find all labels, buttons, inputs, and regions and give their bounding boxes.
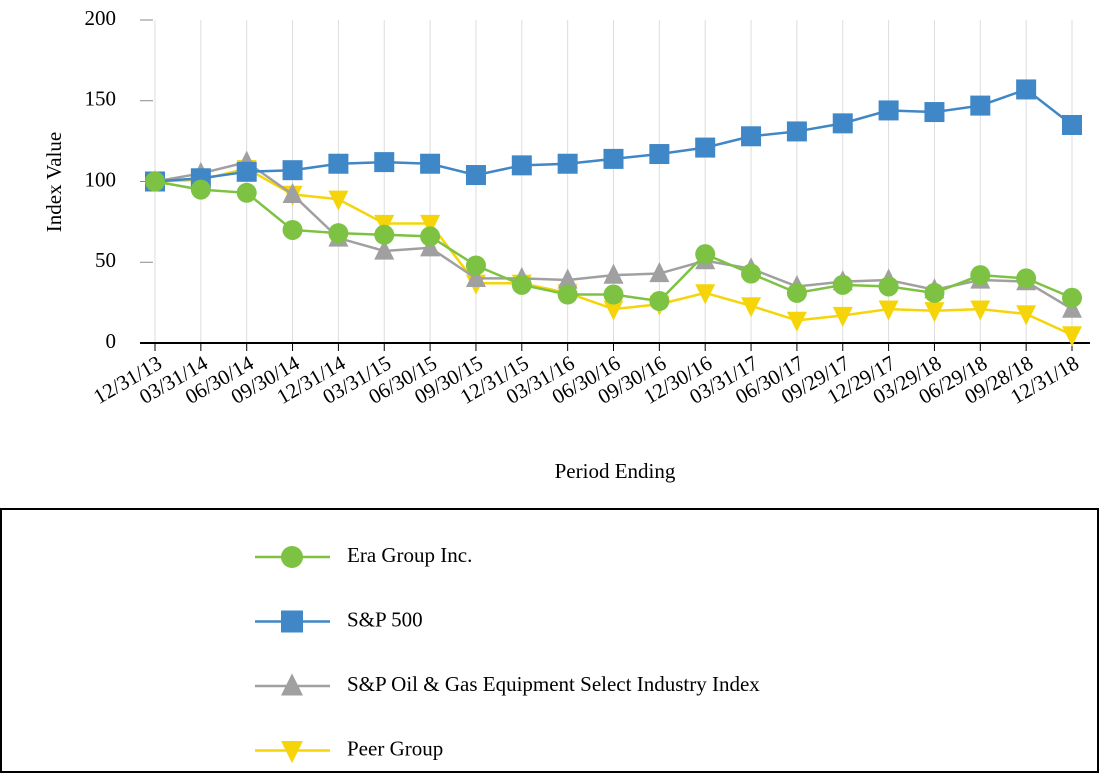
point [420, 226, 441, 247]
point [374, 152, 395, 173]
point [465, 266, 486, 288]
point [374, 224, 395, 245]
point [328, 190, 349, 211]
legend-label: S&P Oil & Gas Equipment Select Industry … [347, 672, 760, 696]
y-axis-title: Index Value [42, 132, 66, 233]
point [374, 239, 395, 260]
point [970, 265, 991, 286]
legend-label: S&P 500 [347, 607, 423, 631]
point [741, 297, 762, 318]
point [1062, 326, 1082, 347]
point [741, 263, 762, 284]
point [1062, 114, 1082, 135]
legend-label: Peer Group [347, 736, 443, 760]
point [924, 302, 945, 323]
point [741, 126, 762, 147]
y-tick-label: 0 [106, 329, 117, 353]
y-tick-label: 150 [85, 87, 117, 111]
legend-label: Era Group Inc. [347, 543, 472, 567]
point [649, 144, 670, 165]
point [282, 219, 303, 240]
point [695, 137, 716, 158]
point [832, 113, 853, 134]
point [511, 155, 532, 176]
point [786, 311, 807, 332]
point [832, 274, 853, 295]
point [603, 284, 624, 305]
point [420, 214, 441, 235]
point [878, 276, 899, 297]
point [557, 268, 578, 289]
point [649, 291, 670, 312]
point [1016, 79, 1037, 100]
point [878, 100, 899, 121]
point [282, 160, 303, 181]
point [236, 182, 257, 203]
point [878, 300, 899, 321]
point [328, 223, 349, 244]
point [145, 171, 165, 192]
point [603, 148, 624, 169]
legend-box [0, 508, 1099, 773]
point [786, 282, 807, 303]
point [420, 153, 441, 174]
point [1016, 268, 1037, 289]
x-axis-title: Period Ending [555, 459, 676, 483]
legend-marker [281, 610, 303, 633]
point [603, 263, 624, 284]
point [328, 153, 349, 174]
point [786, 121, 807, 142]
point [282, 182, 303, 204]
point [1016, 305, 1037, 326]
point [1062, 287, 1082, 308]
point [832, 306, 853, 328]
point [649, 262, 670, 283]
point [924, 102, 945, 123]
point [236, 161, 257, 182]
y-tick-label: 200 [85, 6, 117, 30]
point [190, 179, 211, 200]
point [970, 95, 991, 116]
point [603, 300, 624, 321]
point [695, 284, 716, 305]
point [557, 284, 578, 305]
point [511, 274, 532, 295]
point [465, 255, 486, 276]
point [924, 282, 945, 303]
point [695, 244, 716, 265]
point [465, 165, 486, 186]
y-tick-label: 50 [95, 248, 116, 272]
point [970, 300, 991, 321]
y-tick-label: 100 [85, 167, 117, 191]
legend-marker [281, 741, 303, 764]
legend-marker [281, 546, 303, 568]
point [557, 153, 578, 174]
legend-marker [281, 673, 303, 696]
